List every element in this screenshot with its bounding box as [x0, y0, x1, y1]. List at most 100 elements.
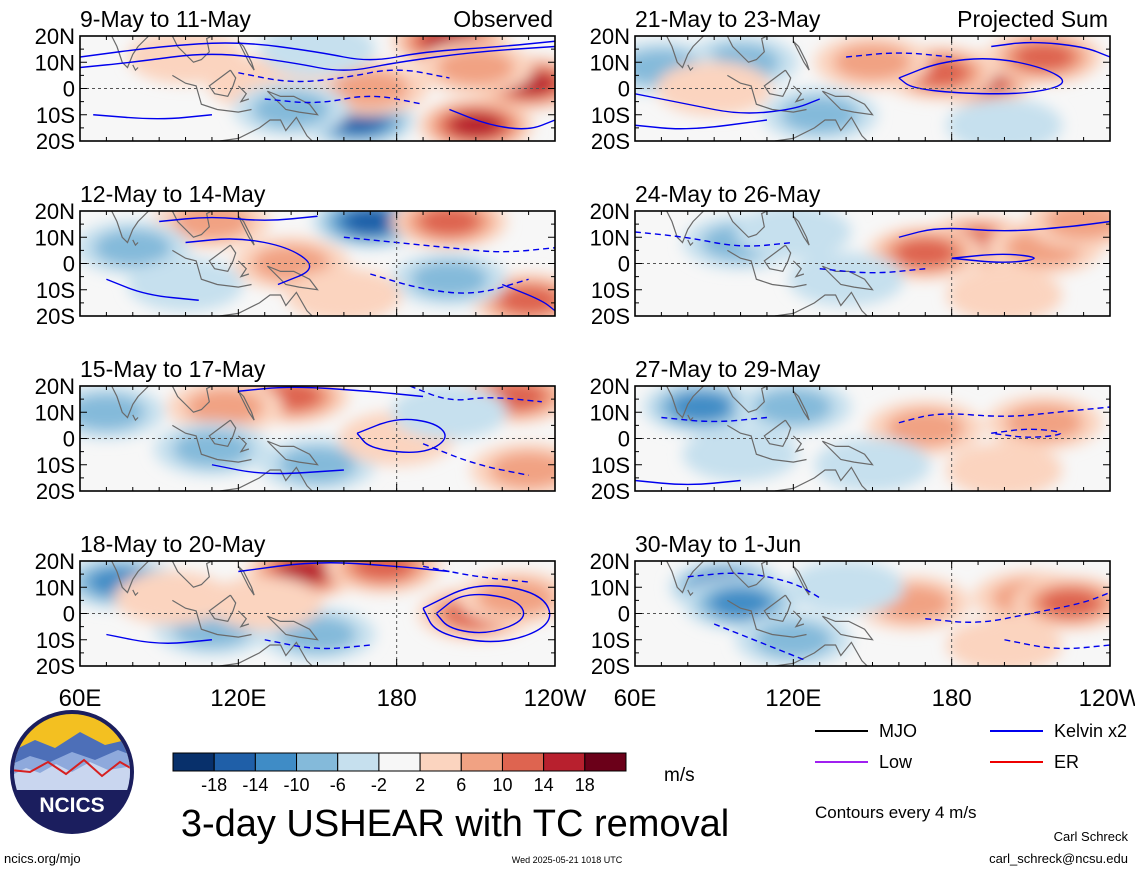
- panel-period-title: 18-May to 20-May: [80, 531, 266, 557]
- coastline: [219, 641, 313, 666]
- coastline: [792, 85, 805, 103]
- colorbar-swatch: [378, 752, 421, 772]
- contour-line: [898, 58, 1064, 95]
- shear-blob: [670, 392, 732, 422]
- y-tick-label: 10N: [590, 575, 630, 600]
- colorbar-swatch: [501, 752, 545, 772]
- shear-blob: [127, 257, 244, 312]
- shear-blob: [259, 36, 376, 77]
- contour-line: [661, 416, 768, 423]
- shear-blob: [278, 561, 331, 584]
- contour-line: [898, 406, 1110, 424]
- shear-blob: [754, 621, 833, 658]
- y-tick-label: 10S: [591, 103, 630, 128]
- y-tick-label: 10N: [35, 225, 75, 250]
- shear-blob: [285, 268, 402, 316]
- coastline: [132, 239, 139, 247]
- y-tick-label: 20S: [36, 479, 75, 504]
- colorbar-label: 6: [456, 775, 466, 795]
- x-tick-label: 180: [932, 685, 972, 712]
- coastline: [208, 419, 237, 448]
- y-tick-label: 20S: [591, 479, 630, 504]
- panel-period-title: 21-May to 23-May: [635, 6, 821, 32]
- y-tick-label: 0: [618, 602, 630, 627]
- coastline: [792, 610, 805, 628]
- shading-field: [669, 561, 1110, 666]
- coastline: [687, 414, 694, 422]
- panel-period-title: 15-May to 17-May: [80, 356, 266, 382]
- y-tick-label: 20N: [35, 24, 75, 49]
- coastline: [237, 435, 250, 453]
- coastlines: [666, 36, 874, 141]
- y-tick-label: 20N: [35, 549, 75, 574]
- colorbar-label: 14: [534, 775, 554, 795]
- coastline: [687, 589, 694, 597]
- y-tick-label: 10N: [35, 50, 75, 75]
- coastline: [727, 74, 807, 113]
- contour-note: Contours every 4 m/s: [815, 803, 977, 822]
- ncics-logo: NCICS: [10, 710, 134, 834]
- coastline: [172, 599, 252, 638]
- contour-line: [951, 253, 1035, 263]
- kelvin-contours: [211, 386, 542, 476]
- colorbar-swatch: [172, 752, 215, 772]
- y-tick-label: 10N: [590, 225, 630, 250]
- colorbar-label: -14: [242, 775, 268, 795]
- coastline: [171, 561, 213, 588]
- panel-period-title: 12-May to 14-May: [80, 181, 266, 207]
- coastline: [237, 85, 250, 103]
- contour-line: [356, 418, 446, 453]
- contour-line: [422, 443, 529, 476]
- shear-blob: [1039, 588, 1101, 618]
- colorbar-swatch: [337, 752, 380, 772]
- shear-blob: [476, 579, 555, 616]
- coastline: [727, 424, 807, 463]
- contour-line: [846, 52, 952, 58]
- units-label: m/s: [664, 765, 695, 786]
- shear-blob: [206, 576, 323, 630]
- footer-author: Carl Schreck: [1054, 829, 1129, 844]
- footer-url: ncics.org/mjo: [4, 851, 81, 866]
- colorbar-swatch: [254, 752, 298, 772]
- y-tick-label: 10S: [36, 453, 75, 478]
- x-tick-label: 60E: [614, 685, 657, 712]
- contour-line: [435, 593, 525, 634]
- chart-title: 3-day USHEAR with TC removal: [181, 803, 729, 845]
- shear-blob: [278, 616, 357, 653]
- x-tick-label: 60E: [59, 685, 102, 712]
- y-tick-label: 20S: [591, 129, 630, 154]
- coastline: [792, 390, 810, 421]
- coastlines: [666, 211, 874, 316]
- shading-field: [127, 36, 555, 141]
- coastline: [763, 594, 792, 623]
- shear-blob: [682, 427, 799, 482]
- shear-blob: [252, 91, 330, 128]
- shear-blob: [489, 451, 555, 489]
- contour-line: [1004, 639, 1110, 650]
- logo-text: NCICS: [39, 794, 104, 817]
- y-tick-label: 20N: [590, 24, 630, 49]
- coastline: [792, 260, 805, 278]
- coastline: [666, 211, 705, 244]
- shear-blob: [1005, 404, 1083, 441]
- contour-line: [264, 95, 424, 105]
- y-tick-label: 10S: [591, 628, 630, 653]
- coastline: [111, 211, 150, 244]
- contour-line: [106, 278, 199, 301]
- shear-blob: [833, 44, 912, 81]
- coastline: [774, 466, 868, 491]
- shear-blob: [946, 618, 1063, 666]
- shear-blob: [946, 98, 1063, 141]
- shear-blob: [946, 443, 1063, 491]
- coastline: [266, 440, 319, 466]
- x-axis-labels: 60E 120E 180 120W 60E 120E 180 120W: [59, 685, 1135, 712]
- kelvin-contours: [80, 40, 555, 130]
- coastline: [219, 466, 313, 491]
- y-tick-label: 10S: [591, 453, 630, 478]
- shear-blob: [186, 388, 264, 426]
- shear-blob: [946, 268, 1063, 316]
- colorbar-swatch: [543, 752, 586, 772]
- coastline: [774, 116, 868, 141]
